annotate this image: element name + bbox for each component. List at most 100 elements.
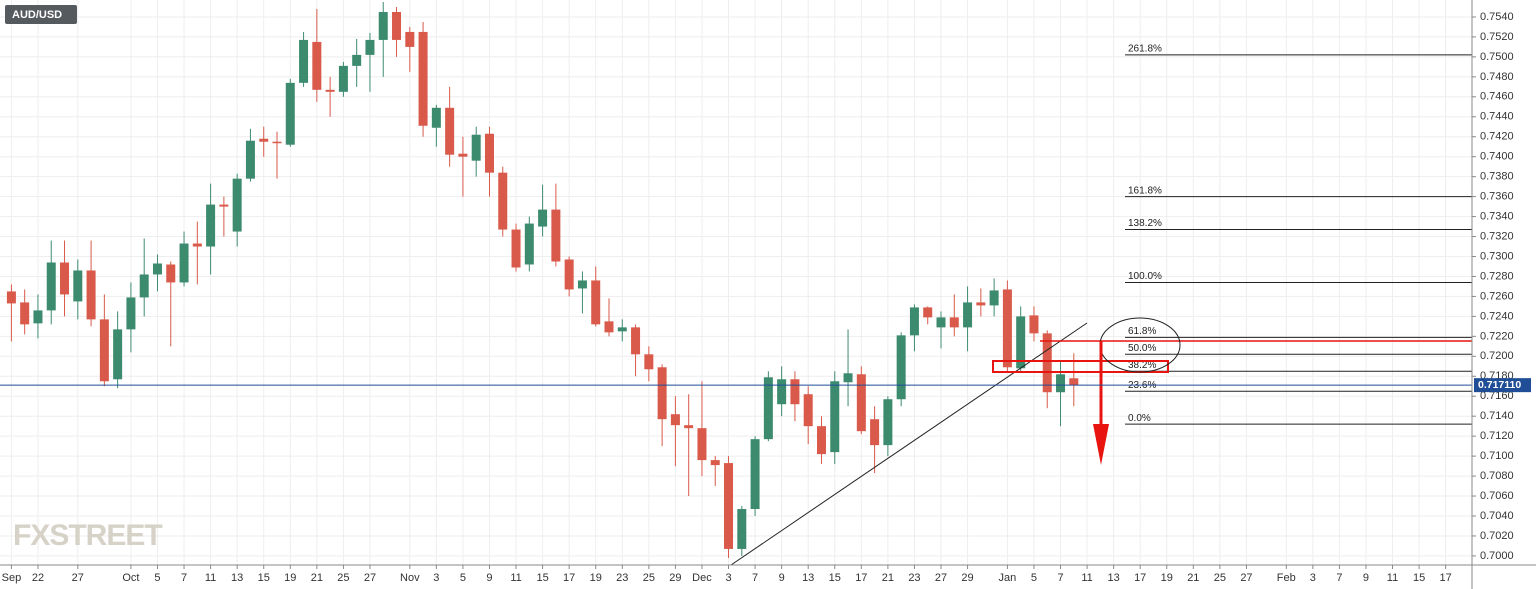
fib-label: 0.0% <box>1128 413 1151 424</box>
candle-body <box>33 310 43 324</box>
candle-body <box>923 307 933 318</box>
candle-body <box>631 327 641 355</box>
candle-body <box>843 373 853 383</box>
watermark: FXSTREET <box>13 519 162 552</box>
x-tick-label: Oct <box>122 572 139 584</box>
candle-body <box>272 141 282 144</box>
y-tick-label: 0.7440 <box>1480 111 1514 123</box>
candle-body <box>219 204 229 207</box>
x-tick-label: 27 <box>1240 572 1252 584</box>
x-tick-label: 3 <box>725 572 731 584</box>
candle-body <box>909 307 919 336</box>
candle-body <box>86 270 96 320</box>
x-tick-label: 17 <box>855 572 867 584</box>
candle-body <box>737 509 747 549</box>
x-tick-label: 15 <box>1413 572 1425 584</box>
last-price-tag <box>1474 378 1531 393</box>
y-tick-label: 0.7260 <box>1480 290 1514 302</box>
candle-body <box>670 414 680 426</box>
candle-body <box>883 399 893 446</box>
candles <box>6 1 1079 558</box>
candle-body <box>763 377 773 440</box>
x-tick-label: 11 <box>205 572 216 584</box>
candle-body <box>73 270 83 302</box>
x-tick-label: Dec <box>692 572 712 584</box>
chart-title: AUD/USD <box>12 9 62 21</box>
candle-body <box>352 54 362 66</box>
candle-body <box>6 291 16 304</box>
trendline <box>730 322 1088 566</box>
candle-body <box>963 302 973 328</box>
x-tick-label: 7 <box>752 572 758 584</box>
candle-body <box>976 302 986 306</box>
candle-body <box>1042 333 1052 393</box>
candle-body <box>484 133 494 173</box>
fib-label: 138.2% <box>1128 218 1162 229</box>
x-tick-label: 3 <box>433 572 439 584</box>
x-tick-label: 3 <box>1310 572 1316 584</box>
x-tick-label: 19 <box>590 572 602 584</box>
candle-body <box>591 280 601 325</box>
candle-body <box>644 354 654 370</box>
x-tick-label: 29 <box>961 572 973 584</box>
candle-body <box>989 290 999 306</box>
candle-body <box>445 107 455 155</box>
y-tick-label: 0.7300 <box>1480 250 1514 262</box>
x-tick-label: 27 <box>935 572 947 584</box>
x-tick-label: 17 <box>1440 572 1452 584</box>
candle-body <box>803 394 813 427</box>
x-tick-label: 21 <box>882 572 894 584</box>
candle-body <box>936 317 946 328</box>
y-tick-label: 0.7380 <box>1480 171 1514 183</box>
candle-body <box>1002 289 1012 368</box>
last-price-label: 0.717110 <box>1478 379 1521 391</box>
candle-body <box>790 379 800 405</box>
y-tick-label: 0.7060 <box>1480 490 1514 502</box>
candle-body <box>232 178 242 232</box>
candle-body <box>338 65 348 92</box>
red-box <box>992 360 1169 373</box>
x-tick-label: 19 <box>284 572 296 584</box>
candle-body <box>245 140 255 179</box>
x-tick-label: 9 <box>779 572 785 584</box>
y-tick-label: 0.7000 <box>1480 550 1514 562</box>
y-tick-label: 0.7120 <box>1480 430 1514 442</box>
y-tick-label: 0.7340 <box>1480 210 1514 222</box>
candle-body <box>856 374 866 432</box>
candle-body <box>724 463 734 549</box>
axes: 0.7000 0.7020 0.7040 0.7060 0.7080 0.7100 0.71… <box>0 11 1531 584</box>
candle-body <box>498 172 508 230</box>
candle-body <box>577 280 587 289</box>
candle-body <box>192 243 202 247</box>
x-tick-label: 15 <box>258 572 270 584</box>
candle-body <box>684 425 694 429</box>
y-tick-label: 0.7140 <box>1480 410 1514 422</box>
x-tick-label: 25 <box>1214 572 1226 584</box>
candle-body <box>365 39 375 55</box>
x-tick-label: 19 <box>1161 572 1173 584</box>
y-tick-label: 0.7360 <box>1480 191 1514 203</box>
candle-body <box>750 439 760 510</box>
y-tick-label: 0.7280 <box>1480 270 1514 282</box>
fib-label: 161.8% <box>1128 185 1162 196</box>
x-tick-label: 11 <box>1387 572 1398 584</box>
x-tick-label: Feb <box>1277 572 1296 584</box>
candle-body <box>179 243 189 283</box>
candle-body <box>325 89 335 92</box>
x-tick-label: 7 <box>1057 572 1063 584</box>
x-tick-label: 23 <box>616 572 628 584</box>
fib-label: 61.8% <box>1128 326 1156 337</box>
candle-body <box>139 274 149 298</box>
y-tick-label: 0.7400 <box>1480 151 1514 163</box>
y-tick-label: 0.7160 <box>1480 390 1514 402</box>
candle-body <box>259 138 269 142</box>
y-tick-label: 0.7480 <box>1480 71 1514 83</box>
y-tick-label: 0.7040 <box>1480 510 1514 522</box>
candle-body <box>166 264 176 283</box>
fib-label: 261.8% <box>1128 44 1162 55</box>
candle-body <box>312 41 322 90</box>
fib-label: 38.2% <box>1128 360 1156 371</box>
x-tick-label: 7 <box>1336 572 1342 584</box>
candle-body <box>697 428 707 461</box>
